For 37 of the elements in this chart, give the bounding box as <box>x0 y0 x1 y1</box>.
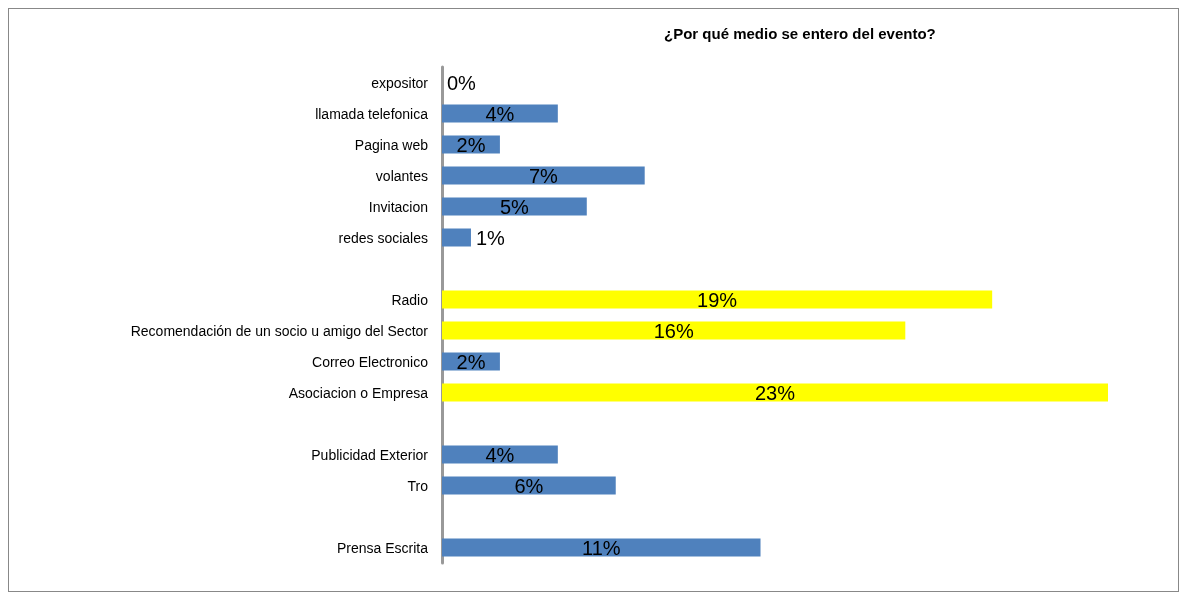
y-tick-label: Asociacion o Empresa <box>288 384 429 401</box>
data-label: 16% <box>653 319 694 342</box>
bar <box>442 476 616 495</box>
y-tick-label: Prensa Escrita <box>336 539 429 556</box>
data-label: 1% <box>475 226 506 249</box>
bar <box>442 321 906 340</box>
bar <box>442 290 993 309</box>
data-label: 2% <box>456 350 486 373</box>
y-tick-label: Recomendación de un socio u amigo del Sector <box>130 322 429 339</box>
y-tick-label: Radio <box>391 291 429 308</box>
bar <box>442 383 1108 402</box>
bar <box>442 197 587 216</box>
y-tick-label: Publicidad Exterior <box>311 446 429 463</box>
data-label: 19% <box>697 288 738 311</box>
data-label: 2% <box>456 133 486 156</box>
y-tick-label: Invitacion <box>368 198 428 215</box>
chart-title: ¿Por qué medio se entero del evento? <box>664 25 936 42</box>
bar <box>442 166 645 185</box>
data-label: 0% <box>447 71 477 94</box>
data-label: 5% <box>499 195 530 218</box>
y-tick-label: redes sociales <box>338 229 428 246</box>
y-tick-label: Pagina web <box>354 136 429 153</box>
y-tick-label: Tro <box>407 477 429 494</box>
data-label: 7% <box>528 164 559 187</box>
data-label: 23% <box>754 381 796 404</box>
bar <box>442 228 471 247</box>
bar <box>442 538 761 557</box>
y-tick-label: llamada telefonica <box>315 105 429 122</box>
y-tick-label: expositor <box>371 74 429 91</box>
bar <box>442 104 558 123</box>
data-label: 11% <box>581 536 621 559</box>
data-label: 4% <box>485 443 515 466</box>
data-label: 6% <box>514 474 544 497</box>
data-label: 4% <box>485 102 515 125</box>
y-tick-label: volantes <box>375 167 428 184</box>
bar <box>442 445 558 464</box>
y-tick-label: Correo Electronico <box>312 353 429 370</box>
